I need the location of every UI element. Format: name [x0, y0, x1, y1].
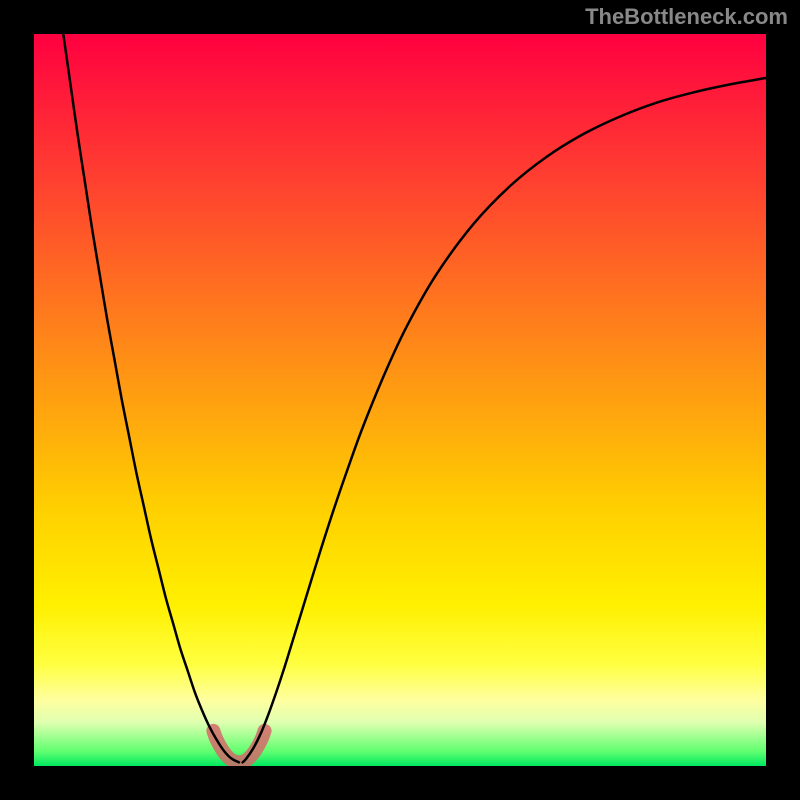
right-curve	[243, 78, 766, 762]
chart-curves	[34, 34, 766, 766]
chart-plot-area	[34, 34, 766, 766]
watermark-text: TheBottleneck.com	[585, 4, 788, 30]
left-curve	[63, 34, 239, 762]
